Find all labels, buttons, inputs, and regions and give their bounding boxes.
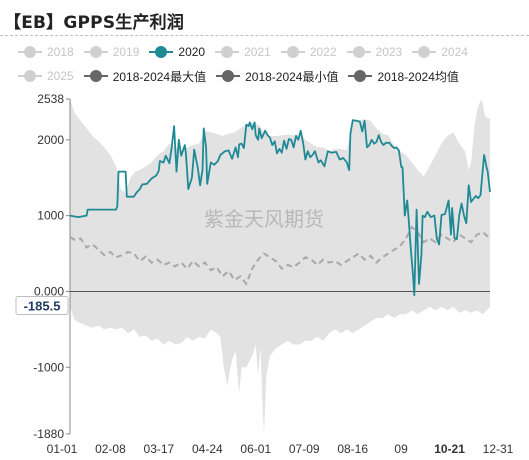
legend-row-2: 2025 2018-2024最大值 2018-2024最小值 2018-2024… bbox=[18, 64, 523, 88]
title-divider bbox=[0, 35, 529, 36]
legend-marker-icon bbox=[216, 70, 241, 82]
crosshair-label-box bbox=[15, 296, 69, 316]
min-band-area bbox=[70, 291, 490, 434]
series-2020-line bbox=[69, 119, 491, 297]
legend-marker-icon bbox=[346, 46, 371, 58]
legend-item-2019[interactable]: 2019 bbox=[83, 45, 140, 59]
legend-label: 2023 bbox=[375, 45, 403, 59]
series-mean-line bbox=[69, 225, 491, 286]
legend-marker-icon bbox=[83, 46, 108, 58]
legend-marker-icon bbox=[280, 46, 305, 58]
y-tick-label: -1880 bbox=[33, 427, 64, 441]
legend-label: 2019 bbox=[112, 45, 140, 59]
y-tick-label: 1000 bbox=[37, 209, 64, 223]
y-tick-label: -1000 bbox=[33, 360, 64, 374]
crosshair-y-label: -185.5 bbox=[24, 299, 61, 314]
legend-label: 2025 bbox=[47, 69, 74, 83]
legend-label: 2021 bbox=[244, 45, 271, 59]
legend-label: 2024 bbox=[441, 45, 468, 59]
x-tick-label: 07-09 bbox=[289, 442, 320, 456]
legend-marker-icon bbox=[412, 46, 437, 58]
legend: 2018 2019 2020 2021 2022 2023 2024 2025 … bbox=[18, 40, 523, 88]
legend-marker-icon bbox=[215, 46, 240, 58]
legend-marker-icon bbox=[149, 46, 174, 58]
legend-item-max[interactable]: 2018-2024最大值 bbox=[83, 68, 207, 85]
legend-item-2023[interactable]: 2023 bbox=[346, 45, 403, 59]
legend-item-2025[interactable]: 2025 bbox=[18, 69, 74, 83]
legend-marker-icon bbox=[18, 70, 42, 82]
x-tick-label: 03-17 bbox=[144, 442, 175, 456]
y-tick-label: 2538 bbox=[37, 92, 64, 106]
y-tick-label: 2000 bbox=[37, 133, 64, 147]
y-tick-label: 0.000 bbox=[34, 284, 64, 298]
chart-title: 【EB】GPPS生产利润 bbox=[4, 13, 185, 33]
legend-label: 2018-2024均值 bbox=[377, 69, 459, 84]
x-tick-label: 10-21 bbox=[434, 442, 465, 456]
legend-marker-icon bbox=[83, 70, 108, 82]
x-tick-label: 08-16 bbox=[337, 442, 368, 456]
legend-item-mean[interactable]: 2018-2024均值 bbox=[348, 68, 459, 85]
watermark-text: 紫金天风期货 bbox=[204, 207, 324, 231]
legend-label: 2018 bbox=[47, 45, 74, 59]
legend-item-min[interactable]: 2018-2024最小值 bbox=[216, 68, 338, 85]
legend-label: 2018-2024最小值 bbox=[245, 69, 339, 84]
legend-label: 2022 bbox=[309, 45, 337, 59]
legend-item-2021[interactable]: 2021 bbox=[215, 45, 271, 59]
x-tick-label: 01-01 bbox=[47, 442, 78, 456]
x-tick-label: 12-31 bbox=[483, 442, 514, 456]
x-tick-label: 02-08 bbox=[95, 442, 126, 456]
legend-row-1: 2018 2019 2020 2021 2022 2023 2024 bbox=[18, 40, 523, 64]
legend-item-2024[interactable]: 2024 bbox=[412, 45, 468, 59]
legend-label: 2018-2024最大值 bbox=[112, 69, 207, 84]
x-tick-label: 04-24 bbox=[192, 442, 223, 456]
legend-item-2018[interactable]: 2018 bbox=[18, 45, 74, 59]
x-tick-label: 06-01 bbox=[240, 442, 271, 456]
max-band-area bbox=[70, 99, 490, 292]
legend-item-2020[interactable]: 2020 bbox=[149, 45, 205, 59]
legend-item-2022[interactable]: 2022 bbox=[280, 45, 337, 59]
legend-marker-icon bbox=[348, 70, 373, 82]
x-tick-label: 09 bbox=[394, 442, 408, 456]
legend-marker-icon bbox=[18, 46, 42, 58]
legend-label: 2020 bbox=[178, 45, 206, 59]
